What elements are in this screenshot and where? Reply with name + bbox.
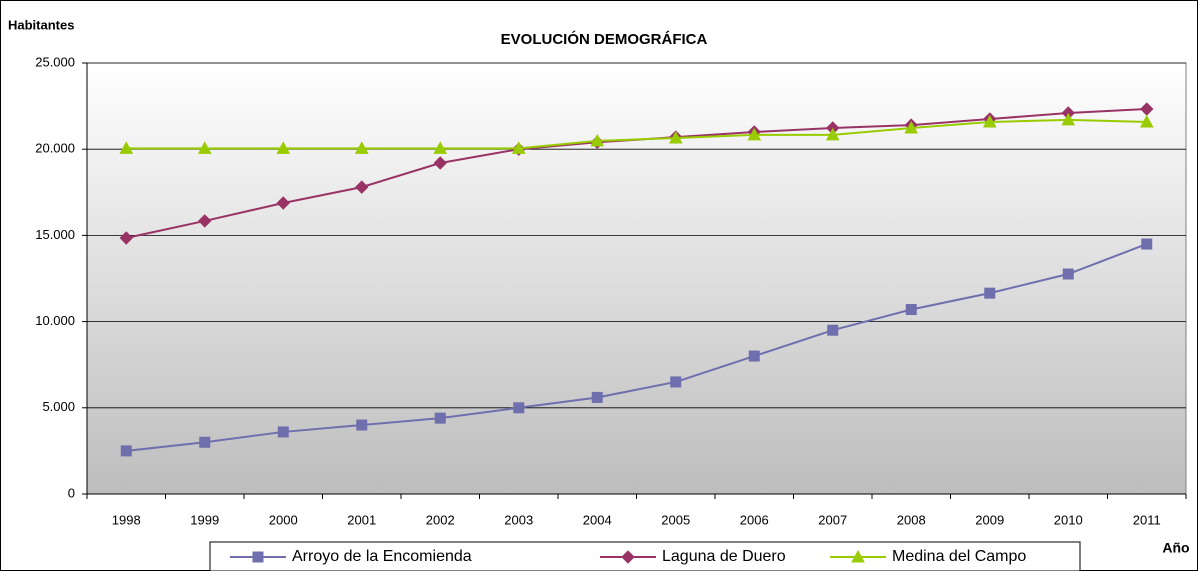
data-point [904,120,919,134]
data-point [276,141,291,154]
data-point [199,436,211,448]
x-tick-label: 2004 [583,512,612,527]
data-point [354,141,369,154]
data-point [1139,114,1154,128]
x-tick-label: 2007 [818,512,847,527]
data-point [1141,238,1153,250]
chart-title: EVOLUCIÓN DEMOGRÁFICA [501,30,708,48]
data-point [827,324,839,336]
legend-label: Medina del Campo [892,548,1026,565]
data-point [747,127,762,141]
y-tick-label: 10.000 [35,313,75,328]
legend-marker [621,550,635,564]
y-tick-label: 15.000 [35,227,75,242]
x-tick-label: 2005 [661,512,690,527]
legend-label: Laguna de Duero [662,548,786,565]
data-point [905,304,917,316]
data-point [748,350,760,362]
data-point [590,133,605,147]
data-point [984,287,996,299]
y-tick-label: 25.000 [35,54,75,69]
legend-marker [252,551,264,563]
data-point [433,141,448,154]
data-point [1061,112,1076,126]
data-point [276,196,290,210]
data-point [355,180,369,194]
data-point [1062,268,1074,280]
data-point [670,376,682,388]
data-point [197,141,212,154]
y-axis-label: Habitantes [8,17,74,32]
x-tick-label: 2003 [504,512,533,527]
series-line [126,243,1148,452]
x-tick-label: 2006 [740,512,769,527]
y-tick-label: 0 [68,485,75,500]
data-point [434,412,446,424]
x-tick-label: 1999 [190,512,219,527]
legend-marker [851,549,865,563]
x-tick-label: 2001 [347,512,376,527]
legend-label: Arroyo de la Encomienda [292,548,472,565]
data-point [433,156,447,170]
data-point [356,419,368,431]
x-tick-label: 2008 [897,512,926,527]
series-line [126,118,1147,150]
data-point [119,231,133,245]
data-point [591,391,603,403]
data-point [120,445,132,457]
data-point [511,141,526,154]
data-point [198,214,212,228]
data-point [119,141,134,154]
plot-area [86,62,1187,495]
data-point [277,426,289,438]
x-tick-label: 2009 [975,512,1004,527]
data-point [513,402,525,414]
y-tick-label: 5.000 [42,399,75,414]
data-point [825,127,840,141]
x-tick-label: 2000 [269,512,298,527]
x-tick-label: 2010 [1054,512,1083,527]
data-point [668,130,683,144]
x-tick-label: 2002 [426,512,455,527]
x-tick-label: 2011 [1133,512,1161,527]
x-tick-label: 1998 [112,512,141,527]
data-point [982,114,997,128]
y-tick-label: 20.000 [35,141,75,156]
x-axis-label: Año [1162,540,1189,556]
